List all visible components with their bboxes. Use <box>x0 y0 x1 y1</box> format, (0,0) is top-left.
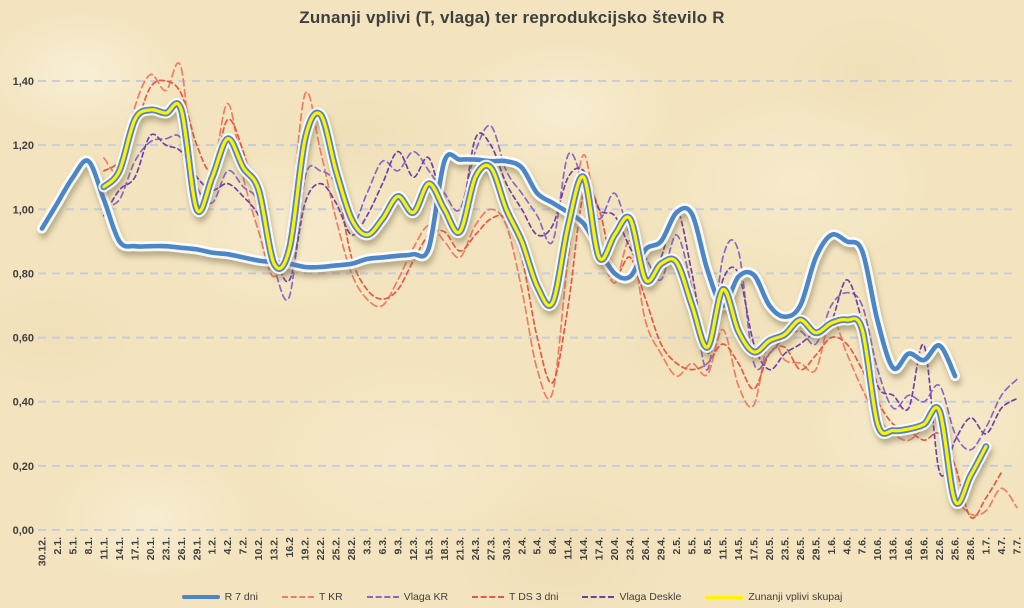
x-axis-label: 2.5. <box>671 537 683 555</box>
x-axis-label: 28.6. <box>965 537 977 560</box>
x-axis-label: 15.3. <box>423 537 435 560</box>
x-axis-label: 29.1. <box>191 537 203 560</box>
x-axis-label: 5.5. <box>686 537 698 555</box>
x-axis-label: 8.4. <box>547 537 559 555</box>
y-axis-label: 1,00 <box>13 204 34 216</box>
x-axis-label: 10.2. <box>253 537 265 560</box>
x-axis-label: 30.3. <box>501 537 513 560</box>
x-axis-label: 17.5. <box>748 537 760 560</box>
legend-label: T DS 3 dni <box>509 591 559 603</box>
x-axis-label: 7.2. <box>238 537 250 555</box>
x-axis-label: 28.2. <box>346 537 358 560</box>
legend-line-sample <box>582 596 615 598</box>
legend-line-sample <box>472 596 505 598</box>
x-axis-label: 27.3. <box>485 537 497 560</box>
y-axis-label: 0,00 <box>13 525 34 537</box>
series-line-r-7-dni[interactable] <box>37 149 961 382</box>
x-axis-label: 6.3. <box>377 537 389 555</box>
series-line-zunanji-vplivi-skupaj[interactable] <box>98 98 992 509</box>
legend-label: Vlaga Deskle <box>619 591 682 603</box>
legend-line-sample <box>705 595 744 599</box>
x-axis-label: 13.2. <box>269 537 281 560</box>
x-axis-label: 4.2. <box>222 537 234 555</box>
x-axis-label: 26.4. <box>640 537 652 560</box>
y-axis-label: 1,40 <box>13 76 34 88</box>
legend-line-sample <box>366 596 399 598</box>
x-axis-label: 30.12. <box>37 537 49 566</box>
legend-item-vlaga-kr[interactable]: Vlaga KR <box>366 591 449 603</box>
legend-item-vlaga-deskle[interactable]: Vlaga Deskle <box>582 591 681 603</box>
chart-legend: R 7 dni T KR Vlaga KR T DS 3 dni Vlaga Deskl… <box>0 591 1024 603</box>
x-axis-label: 7.6. <box>857 537 869 555</box>
x-axis-label: 20.5. <box>764 537 776 560</box>
legend-item-t-kr[interactable]: T KR <box>281 591 343 603</box>
x-axis-label: 25.6. <box>950 537 962 560</box>
legend-item-zunanji-vplivi-skupaj[interactable]: Zunanji vplivi skupaj <box>705 591 842 603</box>
y-axis-label: 0,20 <box>13 461 34 473</box>
y-axis-label: 0,80 <box>13 268 34 280</box>
x-axis-label: 21.3. <box>454 537 466 560</box>
x-axis-label: 26.5. <box>795 537 807 560</box>
x-axis-label: 1.2. <box>207 537 219 555</box>
x-axis-label: 12.3. <box>408 537 420 560</box>
y-axis-label: 1,20 <box>13 140 34 152</box>
chart-title: Zunanji vplivi (T, vlaga) ter reprodukci… <box>299 8 725 27</box>
x-axis-label: 26.1. <box>176 537 188 560</box>
x-axis-label: 22.6. <box>934 537 946 560</box>
x-axis-label: 8.5. <box>702 537 714 555</box>
x-axis-label: 18.3. <box>439 537 451 560</box>
x-axis-label: 23.1. <box>160 537 172 560</box>
x-axis-label: 22.2. <box>315 537 327 560</box>
legend-line-sample <box>181 595 220 599</box>
x-axis-label: 9.3. <box>392 537 404 555</box>
x-axis-label: 17.4. <box>594 537 606 560</box>
series-line-t-kr[interactable] <box>103 62 1018 517</box>
x-axis-label: 2.4. <box>516 537 528 555</box>
legend-line-sample <box>281 596 314 598</box>
x-axis-label: 29.4. <box>656 537 668 560</box>
x-axis-label: 19.6. <box>919 537 931 560</box>
x-axis-label: 14.4. <box>578 537 590 560</box>
x-axis-label: 11.4. <box>563 537 575 560</box>
x-axis-label: 5.1. <box>67 537 79 555</box>
legend-label: T KR <box>318 591 343 603</box>
x-axis-label: 19.2. <box>300 537 312 560</box>
x-axis-label: 7.7. <box>1011 537 1023 555</box>
series-lines <box>37 62 1018 520</box>
x-axis-label: 11.1. <box>98 537 110 560</box>
y-axis-label: 0,40 <box>13 397 34 409</box>
legend-label: Vlaga KR <box>403 591 449 603</box>
x-axis-label: 29.5. <box>810 537 822 560</box>
y-axis-label: 0,60 <box>13 333 34 345</box>
x-axis-label: 11.5. <box>717 537 729 560</box>
x-axis-label: 13.6. <box>888 537 900 560</box>
x-axis-label: 16.6. <box>903 537 915 560</box>
x-axis-label: 14.5. <box>733 537 745 560</box>
x-axis-label: 3.3. <box>361 537 373 555</box>
x-axis-label: 16.2 <box>284 537 296 558</box>
x-axis-label: 25.2. <box>331 537 343 560</box>
x-axis-label: 23.5. <box>779 537 791 560</box>
x-axis-label: 1.7. <box>981 537 993 555</box>
x-axis-label: 23.4. <box>625 537 637 560</box>
x-axis-label: 10.6. <box>872 537 884 560</box>
x-axis-label: 5.4. <box>532 537 544 555</box>
x-axis-label: 8.1. <box>83 537 95 555</box>
x-axis-label: 4.6. <box>841 537 853 555</box>
legend-label: Zunanji vplivi skupaj <box>748 591 843 603</box>
legend-item-t-ds-3-dni[interactable]: T DS 3 dni <box>472 591 558 603</box>
x-axis-label: 14.1. <box>114 537 126 560</box>
x-axis-label: 20.1. <box>145 537 157 560</box>
x-axis-label: 24.3. <box>470 537 482 560</box>
legend-item-r-7-dni[interactable]: R 7 dni <box>181 591 258 603</box>
x-axis-label: 1.6. <box>826 537 838 555</box>
x-axis-label: 2.1. <box>52 537 64 555</box>
x-axis-label: 20.4. <box>609 537 621 560</box>
x-axis-label: 4.7. <box>996 537 1008 555</box>
legend-label: R 7 dni <box>224 591 258 603</box>
x-axis-label: 17.1. <box>129 537 141 560</box>
